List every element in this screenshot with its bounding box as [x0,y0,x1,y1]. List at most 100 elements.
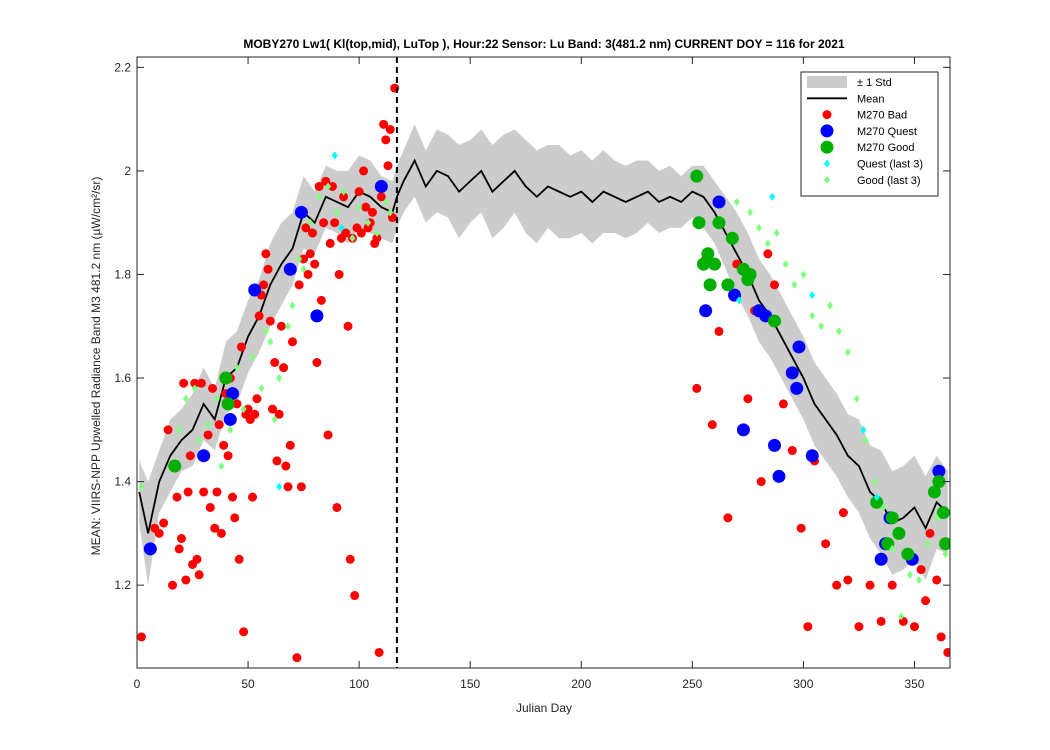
point-bad [263,264,273,274]
point-bad [301,223,311,233]
point-good [932,475,946,489]
point-bad [254,311,264,321]
point-good_last3 [844,348,851,357]
legend-label: Mean [857,93,885,105]
point-quest [223,412,237,426]
series-quest_last3 [276,151,880,502]
point-good [870,495,884,509]
point-bad [239,627,249,637]
chart-title: MOBY270 Lw1( Kl(top,mid), LuTop ), Hour:… [243,37,845,51]
point-bad [350,591,360,601]
point-bad [208,383,218,393]
point-quest_last3 [809,291,816,300]
point-bad [214,420,224,430]
point-bad [190,378,200,388]
point-quest [283,262,297,276]
point-bad [310,259,320,269]
point-bad [248,492,258,502]
y-axis-label: MEAN: VIIRS-NPP Upwelled Radiance Band M… [89,177,103,556]
point-good [927,485,941,499]
plot-area: 0 50 100 150 200 250 300 350 1.2 1.4 1.6 1.8 2 2.2 [114,56,951,691]
point-bad [925,528,935,538]
point-bad [205,502,215,512]
point-quest_last3 [276,482,283,491]
point-bad [276,321,286,331]
point-bad [265,316,275,326]
point-good [721,278,735,292]
point-good [939,537,950,551]
point-good_last3 [373,229,380,238]
point-bad [865,580,875,590]
point-good [936,506,950,520]
point-quest [197,449,211,463]
legend-swatch-bad [822,110,832,120]
point-good_last3 [333,208,340,217]
mean-line [138,158,949,534]
point-bad [168,580,178,590]
std-band [139,124,948,586]
point-bad [234,554,244,564]
point-bad [376,192,386,202]
point-good_last3 [889,544,896,553]
point-good_last3 [240,405,247,414]
point-bad [285,440,295,450]
point-bad [154,528,164,538]
point-bad [252,394,262,404]
legend-label: M270 Quest [857,126,917,138]
x-tick-label: 200 [571,677,591,691]
point-good_last3 [182,394,189,403]
point-good [768,314,782,328]
x-axis-label: Julian Day [516,701,572,715]
point-bad [383,161,393,171]
point-bad [367,207,377,217]
point-good_last3 [800,270,807,279]
point-bad [259,280,269,290]
point-good_last3 [227,425,234,434]
legend: ± 1 Std Mean M270 Bad M270 Quest M270 Good Qu… [800,71,939,197]
point-bad [916,565,926,575]
point-bad [299,254,309,264]
series-good_last3 [138,182,949,621]
point-good_last3 [289,301,296,310]
y-tick-label: 1.8 [114,267,131,281]
point-bad [843,575,853,585]
point-good [901,547,915,561]
point-good_last3 [773,229,780,238]
point-bad [236,342,246,352]
point-good [725,231,739,245]
point-bad [292,653,302,663]
point-bad [183,487,193,497]
point-good_last3 [271,415,278,424]
point-good_last3 [387,208,394,217]
point-bad [294,280,304,290]
point-bad [185,451,195,461]
point-bad [316,295,326,305]
point-bad [159,518,169,528]
point-bad [194,570,204,580]
point-good [892,526,906,540]
point-quest_last3 [338,223,345,232]
point-bad [287,337,297,347]
point-bad [274,409,284,419]
point-bad [212,487,222,497]
point-bad [174,544,184,554]
point-bad [179,378,189,388]
point-bad [778,399,788,409]
point-good_last3 [316,192,323,201]
point-good_last3 [349,234,356,243]
point-bad [339,192,349,202]
point-bad [196,378,206,388]
point-bad [361,202,371,212]
legend-label: ± 1 Std [857,77,892,89]
x-tick-label: 50 [241,677,255,691]
point-bad [345,554,355,564]
point-bad [692,383,702,393]
point-bad [787,446,797,456]
point-bad [210,523,220,533]
point-quest [374,179,388,193]
point-bad [723,513,733,523]
legend-swatch-quest [820,124,834,138]
point-quest [226,387,240,401]
point-bad [756,477,766,487]
point-bad [385,124,395,134]
